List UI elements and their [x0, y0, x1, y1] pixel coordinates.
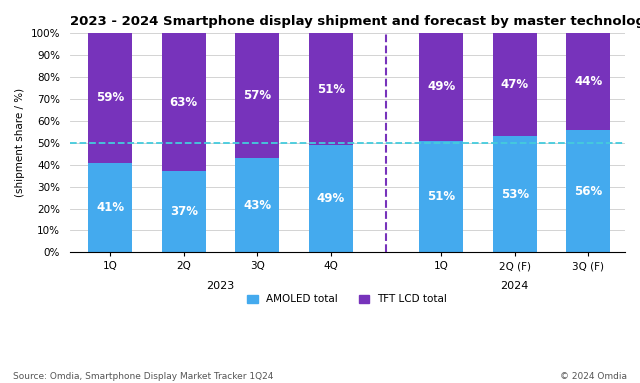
Text: 2024: 2024	[500, 281, 529, 291]
Bar	[566, 33, 611, 130]
Text: 57%: 57%	[243, 89, 271, 102]
Text: 47%: 47%	[500, 78, 529, 91]
Bar	[493, 33, 537, 136]
Bar	[236, 33, 280, 158]
Bar	[308, 33, 353, 145]
Bar	[88, 33, 132, 162]
Text: 44%: 44%	[574, 75, 602, 88]
Bar	[308, 145, 353, 252]
Bar	[162, 171, 206, 252]
Text: 2023: 2023	[207, 281, 235, 291]
Text: 41%: 41%	[96, 201, 124, 214]
Text: 59%: 59%	[96, 92, 124, 105]
Text: 37%: 37%	[170, 205, 198, 218]
Text: 53%: 53%	[500, 188, 529, 201]
Text: 51%: 51%	[427, 190, 455, 203]
Text: © 2024 Omdia: © 2024 Omdia	[560, 372, 627, 381]
Text: 49%: 49%	[317, 192, 345, 205]
Text: 51%: 51%	[317, 83, 345, 96]
Text: 49%: 49%	[427, 80, 455, 93]
Text: 43%: 43%	[243, 199, 271, 212]
Y-axis label: (shipment share / %): (shipment share / %)	[15, 88, 25, 197]
Bar	[162, 33, 206, 171]
Text: 2023 - 2024 Smartphone display shipment and forecast by master technology: 2023 - 2024 Smartphone display shipment …	[70, 15, 640, 28]
Bar	[566, 130, 611, 252]
Bar	[236, 158, 280, 252]
Legend: AMOLED total, TFT LCD total: AMOLED total, TFT LCD total	[243, 290, 452, 308]
Bar	[419, 141, 463, 252]
Bar	[88, 162, 132, 252]
Text: Source: Omdia, Smartphone Display Market Tracker 1Q24: Source: Omdia, Smartphone Display Market…	[13, 372, 273, 381]
Bar	[493, 136, 537, 252]
Text: 56%: 56%	[574, 185, 602, 198]
Bar	[419, 33, 463, 141]
Text: 63%: 63%	[170, 96, 198, 109]
